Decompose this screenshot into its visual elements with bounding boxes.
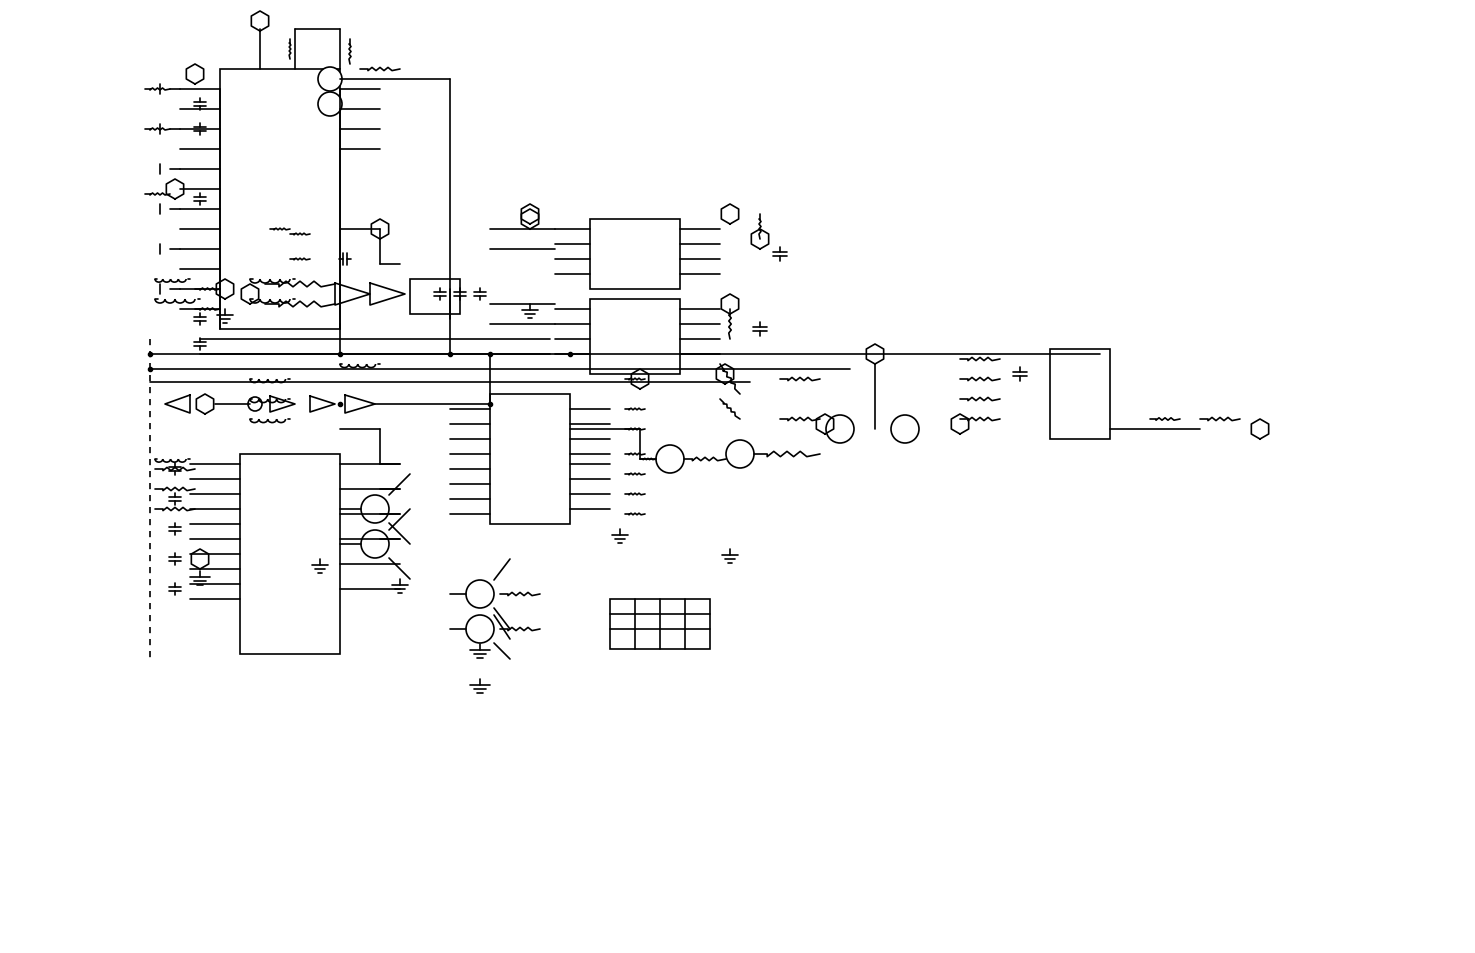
Bar	[410, 280, 460, 314]
Bar	[490, 395, 569, 524]
Circle shape	[891, 416, 919, 443]
Circle shape	[466, 616, 494, 643]
Bar	[590, 220, 680, 290]
Circle shape	[361, 496, 389, 523]
Circle shape	[726, 440, 754, 469]
Circle shape	[319, 68, 342, 91]
Bar	[1050, 350, 1111, 439]
Circle shape	[466, 580, 494, 608]
Bar	[590, 299, 680, 375]
Circle shape	[361, 531, 389, 558]
Circle shape	[826, 416, 854, 443]
Bar	[220, 70, 341, 330]
Bar	[611, 599, 709, 649]
Circle shape	[248, 397, 263, 412]
Circle shape	[656, 446, 684, 474]
Bar	[240, 455, 341, 655]
Circle shape	[319, 92, 342, 117]
